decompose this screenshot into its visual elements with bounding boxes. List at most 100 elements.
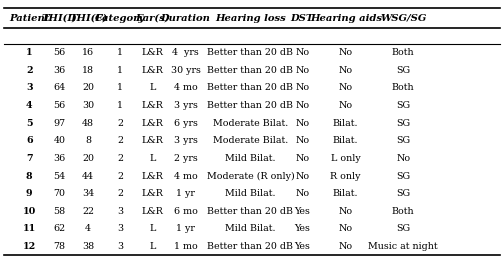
- Text: 34: 34: [82, 189, 94, 198]
- Text: No: No: [339, 66, 353, 75]
- Text: SG: SG: [396, 66, 410, 75]
- Text: 20: 20: [82, 154, 94, 163]
- Text: No: No: [295, 48, 309, 57]
- Text: L&R: L&R: [142, 101, 164, 110]
- Text: 2: 2: [117, 189, 123, 198]
- Text: 2 yrs: 2 yrs: [173, 154, 198, 163]
- Text: L: L: [150, 154, 156, 163]
- Text: Moderate Bilat.: Moderate Bilat.: [213, 136, 288, 145]
- Text: SG: SG: [396, 172, 410, 181]
- Text: 1 yr: 1 yr: [176, 224, 195, 233]
- Text: 1: 1: [117, 101, 123, 110]
- Text: No: No: [295, 101, 309, 110]
- Text: 3 yrs: 3 yrs: [173, 101, 198, 110]
- Text: 1 yr: 1 yr: [176, 189, 195, 198]
- Text: 3 yrs: 3 yrs: [173, 136, 198, 145]
- Text: L only: L only: [331, 154, 361, 163]
- Text: No: No: [339, 207, 353, 216]
- Text: 6 mo: 6 mo: [173, 207, 198, 216]
- Text: 4: 4: [26, 101, 33, 110]
- Text: 97: 97: [53, 119, 66, 128]
- Text: No: No: [295, 154, 309, 163]
- Text: No: No: [396, 154, 410, 163]
- Text: L: L: [150, 83, 156, 92]
- Text: No: No: [295, 119, 309, 128]
- Text: Better than 20 dB: Better than 20 dB: [208, 48, 293, 57]
- Text: 1: 1: [117, 66, 123, 75]
- Text: Both: Both: [392, 83, 414, 92]
- Text: L: L: [150, 242, 156, 251]
- Text: 1: 1: [117, 48, 123, 57]
- Text: Better than 20 dB: Better than 20 dB: [208, 101, 293, 110]
- Text: L&R: L&R: [142, 66, 164, 75]
- Text: No: No: [295, 189, 309, 198]
- Text: 9: 9: [26, 189, 32, 198]
- Text: Mild Bilat.: Mild Bilat.: [225, 189, 276, 198]
- Text: SG: SG: [396, 101, 410, 110]
- Text: No: No: [295, 136, 309, 145]
- Text: Better than 20 dB: Better than 20 dB: [208, 207, 293, 216]
- Text: Music at night: Music at night: [368, 242, 438, 251]
- Text: 62: 62: [53, 224, 66, 233]
- Text: 2: 2: [117, 154, 123, 163]
- Text: 12: 12: [23, 242, 36, 251]
- Text: Hearing aids: Hearing aids: [310, 14, 382, 22]
- Text: 44: 44: [82, 172, 94, 181]
- Text: 4 mo: 4 mo: [173, 172, 198, 181]
- Text: 30: 30: [82, 101, 94, 110]
- Text: Moderate Bilat.: Moderate Bilat.: [213, 119, 288, 128]
- Text: 78: 78: [53, 242, 66, 251]
- Text: No: No: [339, 242, 353, 251]
- Text: 54: 54: [53, 172, 66, 181]
- Text: No: No: [339, 83, 353, 92]
- Text: 70: 70: [53, 189, 66, 198]
- Text: 11: 11: [23, 224, 36, 233]
- Text: No: No: [339, 48, 353, 57]
- Text: Mild Bilat.: Mild Bilat.: [225, 224, 276, 233]
- Text: 4 mo: 4 mo: [173, 83, 198, 92]
- Text: Ear(s): Ear(s): [136, 14, 170, 22]
- Text: L&R: L&R: [142, 119, 164, 128]
- Text: 56: 56: [53, 48, 66, 57]
- Text: Yes: Yes: [294, 207, 310, 216]
- Text: 1: 1: [117, 83, 123, 92]
- Text: SG: SG: [396, 136, 410, 145]
- Text: THI(I): THI(I): [42, 14, 77, 22]
- Text: 40: 40: [53, 136, 66, 145]
- Text: Better than 20 dB: Better than 20 dB: [208, 66, 293, 75]
- Text: Mild Bilat.: Mild Bilat.: [225, 154, 276, 163]
- Text: Patient: Patient: [9, 14, 49, 22]
- Text: 1 mo: 1 mo: [173, 242, 198, 251]
- Text: L&R: L&R: [142, 207, 164, 216]
- Text: 3: 3: [117, 207, 123, 216]
- Text: R only: R only: [331, 172, 361, 181]
- Text: 3: 3: [26, 83, 33, 92]
- Text: Bilat.: Bilat.: [333, 136, 358, 145]
- Text: No: No: [295, 172, 309, 181]
- Text: Bilat.: Bilat.: [333, 189, 358, 198]
- Text: 64: 64: [53, 83, 66, 92]
- Text: 8: 8: [26, 172, 33, 181]
- Text: SG: SG: [396, 224, 410, 233]
- Text: L&R: L&R: [142, 48, 164, 57]
- Text: L: L: [150, 224, 156, 233]
- Text: No: No: [295, 83, 309, 92]
- Text: Better than 20 dB: Better than 20 dB: [208, 242, 293, 251]
- Text: 2: 2: [26, 66, 33, 75]
- Text: 4: 4: [85, 224, 91, 233]
- Text: 2: 2: [117, 136, 123, 145]
- Text: SG: SG: [396, 189, 410, 198]
- Text: THI(F): THI(F): [69, 14, 107, 22]
- Text: 2: 2: [117, 172, 123, 181]
- Text: No: No: [339, 224, 353, 233]
- Text: 6: 6: [26, 136, 33, 145]
- Text: 36: 36: [53, 66, 66, 75]
- Text: Bilat.: Bilat.: [333, 119, 358, 128]
- Text: 56: 56: [53, 101, 66, 110]
- Text: 8: 8: [85, 136, 91, 145]
- Text: 4  yrs: 4 yrs: [172, 48, 199, 57]
- Text: SG: SG: [396, 119, 410, 128]
- Text: 10: 10: [23, 207, 36, 216]
- Text: Duration: Duration: [161, 14, 210, 22]
- Text: Better than 20 dB: Better than 20 dB: [208, 83, 293, 92]
